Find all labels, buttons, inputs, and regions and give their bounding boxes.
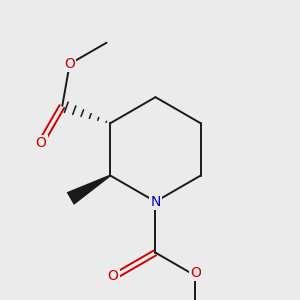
Text: O: O bbox=[64, 57, 75, 71]
Text: O: O bbox=[36, 136, 46, 150]
Text: O: O bbox=[190, 266, 201, 280]
Text: N: N bbox=[150, 195, 161, 208]
Text: O: O bbox=[108, 269, 118, 283]
Polygon shape bbox=[67, 175, 111, 205]
